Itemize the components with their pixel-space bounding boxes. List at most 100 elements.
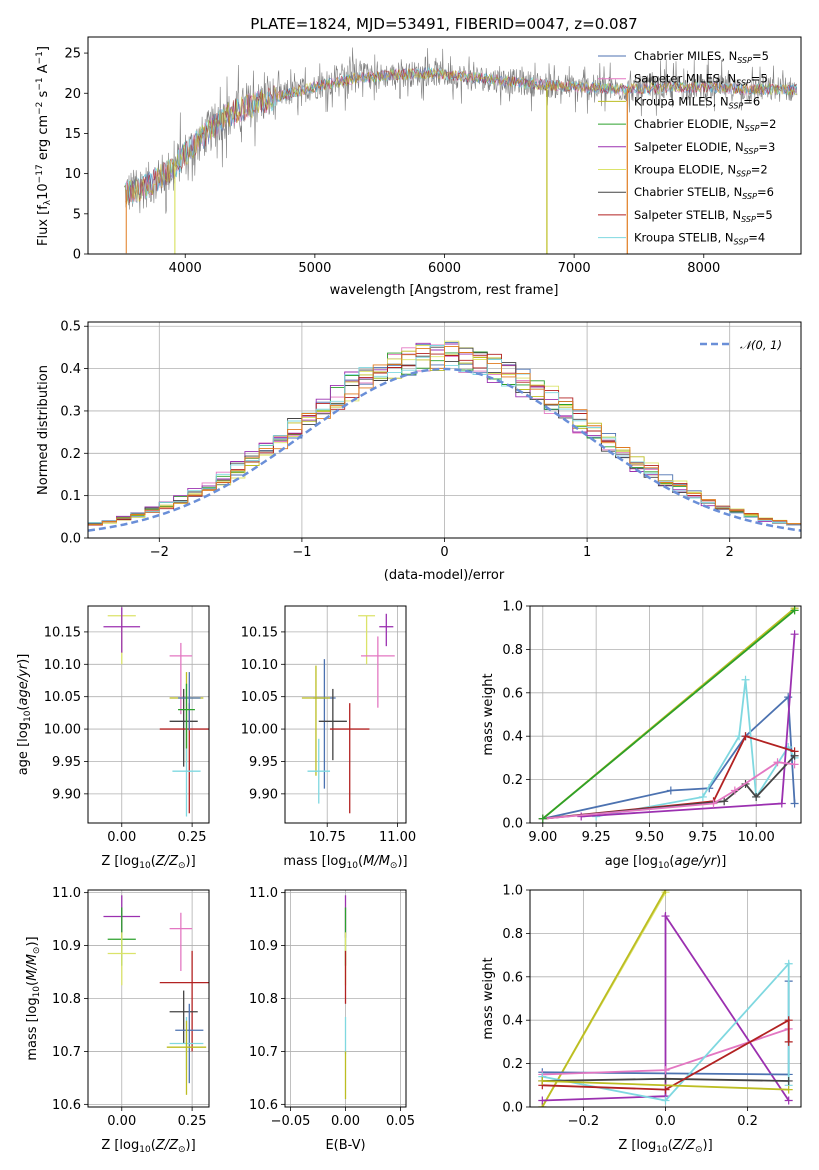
y-tick-label: 0.3 — [60, 404, 81, 419]
weight-marker — [661, 912, 670, 921]
x-tick-label: 10.75 — [309, 830, 346, 845]
weight-marker — [661, 1096, 670, 1105]
x-tick-label: 0.05 — [386, 1114, 415, 1129]
weight-marker — [790, 751, 799, 760]
y-tick-label: 0.0 — [60, 532, 81, 547]
x-tick-label: 4000 — [169, 261, 202, 276]
weight-marker — [784, 1037, 793, 1046]
plot-area — [538, 606, 799, 823]
spectrum-panel: 4000 5000 6000 7000 8000 0 5 10 15 20 25 wavelength… — [35, 36, 802, 298]
y-tick-label: 10.6 — [52, 1098, 81, 1113]
y-tick-label: 10.8 — [249, 992, 278, 1007]
weight-marker — [790, 799, 799, 808]
weight-marker — [661, 1085, 670, 1094]
normal-reference-curve — [88, 367, 801, 532]
y-tick-label: 0.4 — [502, 730, 523, 745]
x-axis-label: E(B-V) — [325, 1138, 365, 1153]
weight-series-line — [542, 1080, 789, 1091]
errorbar-point — [330, 703, 370, 814]
model-spectrum-line — [125, 66, 797, 204]
weight-marker — [784, 1076, 793, 1085]
x-tick-label: 0.2 — [737, 1114, 758, 1129]
errorbar-point — [318, 688, 347, 761]
weight-marker — [752, 792, 761, 801]
axes-frame — [284, 605, 407, 824]
x-tick-label: 0.00 — [107, 830, 136, 845]
y-tick-label: 11.0 — [249, 886, 278, 901]
y-tick-label: 0.2 — [502, 773, 523, 788]
y-tick-label: 0.2 — [60, 447, 81, 462]
x-tick-label: 0.0 — [655, 1114, 676, 1129]
x-tick-label: 10.00 — [738, 830, 775, 845]
x-axis-label: wavelength [Angstrom, rest frame] — [330, 283, 559, 298]
x-tick-label: −0.2 — [568, 1114, 600, 1129]
weight-marker — [777, 799, 786, 808]
weight-marker — [577, 812, 586, 821]
y-tick-label: 5 — [73, 207, 81, 222]
x-axis-label: mass [log10(M/M⊙)] — [283, 854, 407, 871]
y-tick-label: 20 — [64, 87, 81, 102]
errorbar-point — [159, 950, 209, 1052]
y-axis-label: Flux [fλ10−17 erg cm−2 s−1 A−1] — [35, 46, 53, 246]
y-tick-label: 11.0 — [52, 886, 81, 901]
errorbar-point — [166, 1020, 207, 1095]
y-tick-label: 0.8 — [502, 643, 523, 658]
errorbar-point — [103, 607, 141, 653]
mass-vs-extinction-panel: −0.05 0.00 0.05 10.6 10.7 10.8 10.9 11.0 E(B-V) — [249, 886, 415, 1153]
y-tick-label: 0.0 — [502, 817, 523, 832]
y-tick-label: 25 — [64, 47, 81, 62]
y-axis-label: age [log10(age/yr)] — [16, 654, 33, 776]
y-tick-label: 10.10 — [44, 658, 81, 673]
y-tick-label: 9.95 — [52, 755, 81, 770]
errorbar-point — [358, 615, 376, 665]
y-tick-label: 10.00 — [241, 723, 278, 738]
age-vs-mass-panel: 10.75 11.00 9.90 9.95 10.00 10.05 10.10 10.15 ma… — [241, 605, 416, 871]
x-tick-label: 9.75 — [688, 830, 717, 845]
weight-marker — [784, 1085, 793, 1094]
x-axis-label: age [log10(age/yr)] — [605, 854, 727, 871]
y-tick-label: 0.5 — [60, 320, 81, 335]
y-tick-label: 10.10 — [241, 658, 278, 673]
y-tick-label: 9.90 — [249, 787, 278, 802]
legend-entry: Chabrier ELODIE, NSSP=2 — [634, 117, 776, 133]
x-tick-label: 0.00 — [331, 1114, 360, 1129]
weight-marker — [720, 797, 729, 806]
errorbar-point — [178, 672, 201, 731]
y-tick-label: 10 — [64, 167, 81, 182]
weight-marker — [538, 1076, 547, 1085]
x-tick-label: −0.05 — [271, 1114, 311, 1129]
weight-marker — [784, 959, 793, 968]
weight-marker — [730, 786, 739, 795]
age-vs-metallicity-panel: 0.00 0.25 9.90 9.95 10.00 10.05 10.10 10.15 Z [l… — [16, 605, 210, 871]
weight-marker — [790, 606, 799, 615]
x-tick-label: 0.25 — [178, 1114, 207, 1129]
weight-marker — [661, 1074, 670, 1083]
model-spectrum-line — [125, 68, 797, 205]
plot-area — [301, 613, 395, 814]
legend-entry: Chabrier MILES, NSSP=5 — [634, 49, 769, 65]
axes-frame — [87, 889, 210, 1108]
residual-histogram-panel: −2 −1 0 1 2 0.0 0.1 0.2 0.3 0.4 0.5 (data-model)/er… — [36, 320, 802, 583]
y-axis-label: mass weight — [481, 673, 496, 755]
y-tick-label: 1.0 — [502, 884, 523, 899]
errorbar-point — [169, 990, 198, 1044]
y-tick-label: 10.9 — [52, 939, 81, 954]
errorbar-point — [169, 688, 198, 767]
y-tick-label: 0.4 — [502, 1014, 523, 1029]
y-tick-label: 0.8 — [502, 927, 523, 942]
y-axis-label: mass [log10(M/M⊙)] — [25, 936, 42, 1060]
histogram-step — [88, 345, 801, 527]
y-tick-label: 10.9 — [249, 939, 278, 954]
y-tick-label: 0.6 — [502, 686, 523, 701]
legend-entry: Kroupa ELODIE, NSSP=2 — [634, 163, 768, 179]
y-tick-label: 10.15 — [241, 625, 278, 640]
axes-frame — [284, 889, 407, 1108]
y-tick-label: 10.7 — [52, 1045, 81, 1060]
x-tick-label: 5000 — [298, 261, 331, 276]
weight-marker — [538, 814, 547, 823]
mass-weight-vs-metallicity-panel: −0.2 0.0 0.2 0.0 0.2 0.4 0.6 0.8 1.0 Z [log10(Z/Z… — [481, 884, 802, 1155]
x-tick-label: −2 — [150, 545, 169, 560]
weight-marker — [784, 1096, 793, 1105]
weight-marker — [538, 1096, 547, 1105]
y-tick-label: 0.2 — [502, 1057, 523, 1072]
